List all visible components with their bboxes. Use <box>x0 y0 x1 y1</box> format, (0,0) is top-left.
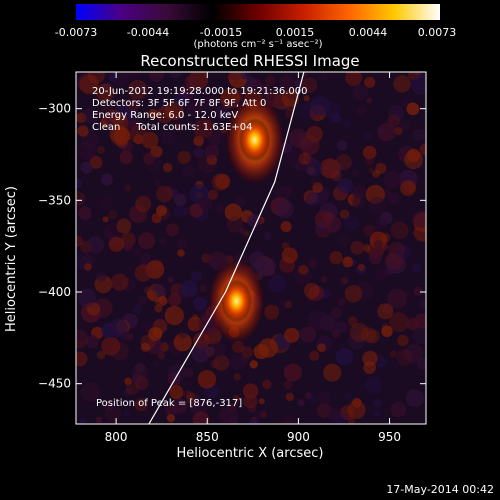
colorbar-tick-label: 0.0073 <box>417 26 457 39</box>
x-axis: 800 850 900 950 <box>105 72 401 444</box>
colorbar-unit-label: (photons cm⁻² s⁻¹ asec⁻²) <box>193 39 323 50</box>
y-axis-label: Heliocentric Y (arcsec) <box>4 186 19 332</box>
y-tick-label: −450 <box>38 377 71 391</box>
colorbar-tick-label: 0.0015 <box>275 26 315 39</box>
colorbar-tick-label: -0.0044 <box>126 26 170 39</box>
footer-timestamp: 17-May-2014 00:42 <box>386 483 494 496</box>
peak-position-annotation: Position of Peak = [876,-317] <box>96 398 243 409</box>
y-tick-label: −350 <box>38 193 71 207</box>
energy-annotation: Energy Range: 6.0 - 12.0 keV <box>92 110 239 121</box>
source-core-1 <box>238 117 271 162</box>
colorbar-tick-label: -0.0073 <box>54 26 98 39</box>
y-tick-label: −300 <box>38 102 71 116</box>
x-tick-label: 800 <box>105 430 128 444</box>
solar-limb-curve <box>148 72 305 424</box>
x-axis-label: Heliocentric X (arcsec) <box>176 446 324 461</box>
x-tick-label: 900 <box>287 430 310 444</box>
source-core-2 <box>220 279 253 324</box>
colorbar-tick-label: -0.0015 <box>199 26 243 39</box>
time-range-annotation: 20-Jun-2012 19:19:28.000 to 19:21:36.000 <box>92 86 308 97</box>
noise-texture <box>76 72 426 424</box>
x-tick-label: 850 <box>196 430 219 444</box>
colorbar-tick-label: 0.0044 <box>348 26 388 39</box>
chart-title: Reconstructed RHESSI Image <box>140 52 360 70</box>
clean-annotation: Clean Total counts: 1.63E+04 <box>92 122 253 133</box>
plot-frame <box>75 71 427 425</box>
colorbar <box>76 4 440 20</box>
detectors-annotation: Detectors: 3F 5F 6F 7F 8F 9F, Att 0 <box>92 98 267 109</box>
x-tick-label: 950 <box>378 430 401 444</box>
y-axis: −300 −350 −400 −450 <box>38 102 426 391</box>
sources <box>207 94 285 344</box>
y-tick-label: −400 <box>38 285 71 299</box>
